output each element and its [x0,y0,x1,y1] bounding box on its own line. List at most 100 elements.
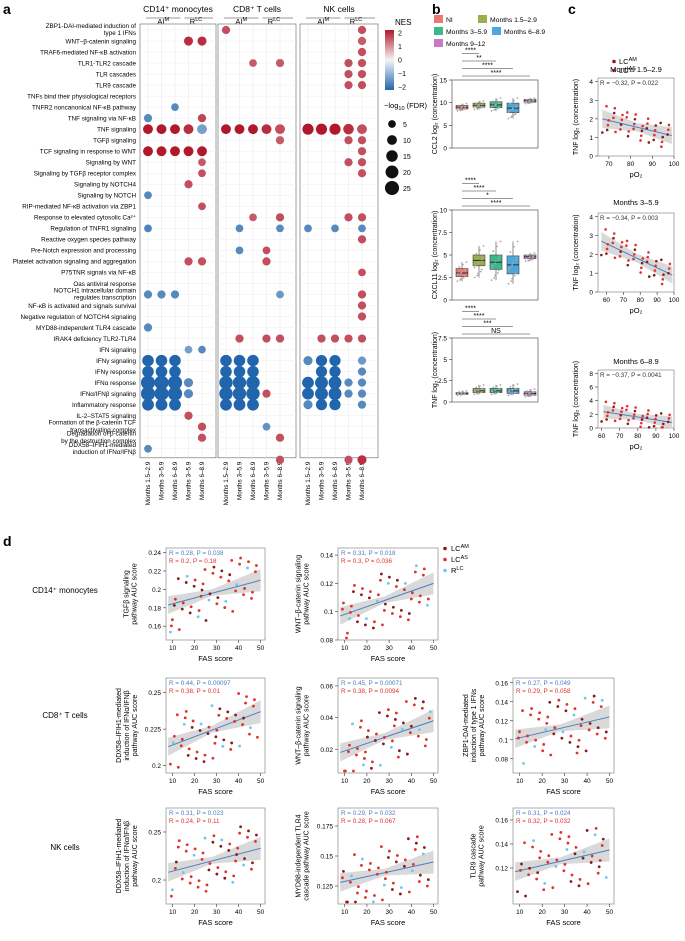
scatter-point [422,846,426,849]
dot-mark [144,444,152,453]
dot-mark [357,400,367,409]
pathway-label: IL-2–STAT5 signaling [76,413,136,420]
scatter-point [193,578,197,582]
fdr-legend-value: 5 [403,122,407,129]
scatter-point [399,886,403,889]
nes-legend-tick: −1 [398,71,406,78]
dot-mark [197,422,207,431]
scatter-point [373,894,376,897]
panel-label-c: c [568,1,576,17]
x-tick-label: 60 [598,433,606,440]
y-axis-label: TGFβ signalingpathway AUC score [124,563,139,625]
scatter-point [533,745,537,748]
scatter-point [215,602,219,606]
row-label: CD8⁺ T cells [42,711,87,720]
legend-label: LCAS [619,66,636,75]
sig-label: * [486,193,489,200]
box-jitter [511,264,513,267]
x-tick-label: 20 [191,909,199,916]
dot-mark [143,323,153,332]
subgroup-label-main: R [350,17,356,26]
scatter-point [251,590,254,594]
scatter-point [411,862,415,866]
dot-mark [302,387,314,400]
scatter-point [639,139,642,142]
dot-mark [329,354,341,367]
dot-mark [221,124,231,135]
scatter-point [357,614,360,617]
y-tick-label: 0.25 [148,690,161,697]
legend-label-sup: LC [456,566,463,572]
scatter-point [594,826,598,830]
x-tick-label: 50 [257,909,265,916]
scatter-point [660,282,664,286]
dot-mark [357,367,367,376]
scatter-point [584,749,588,753]
dot-mark [262,422,271,431]
subgroup-label-sup: M [325,17,330,23]
dot-mark [143,124,153,135]
box-jitter [514,388,517,390]
scatter-point [386,856,390,859]
scatter-point [192,584,196,588]
box-jitter [526,98,529,101]
scatter-point [596,726,600,730]
scatter-point [647,409,650,412]
scatter-point [188,881,192,885]
scatter-point [239,825,243,829]
scatter-point [346,631,349,635]
scatter-point [354,900,357,904]
y-axis-label-line: pathway AUC score [479,825,486,887]
scatter-point [378,578,382,582]
scatter-point [210,704,214,708]
box-jitter [533,388,536,391]
scatter-point [414,841,418,845]
box-jitter [494,274,496,277]
y-tick-label: 0.22 [148,569,161,576]
box-jitter [508,267,511,269]
scatter-point [576,745,580,749]
dot-mark [184,180,193,189]
dot-mark [156,146,167,157]
x-tick-label: 80 [637,297,645,304]
dot-mark [357,334,367,343]
box-jitter [510,116,513,119]
box-jitter [510,393,513,396]
scatter-point [667,271,670,275]
y-tick-label: 2.5 [438,275,447,282]
box-jitter [476,392,479,395]
scatter-point [225,716,229,720]
scatter-point [208,862,212,865]
scatter-point [404,700,408,703]
scatter-point [370,766,373,770]
dot-mark [156,124,167,135]
scatter-point [599,705,603,709]
scatter-point [655,259,658,263]
scatter-point [641,124,644,128]
scatter-point [627,418,630,422]
confidence-band [168,700,261,756]
y-tick-label: 0.2 [152,763,161,770]
x-tick-label: 50 [430,909,438,916]
scatter-point [556,705,560,708]
x-tick-label: 20 [539,909,547,916]
box-jitter [463,391,466,394]
scatter-point [660,140,664,144]
scatter-point [604,876,608,879]
scatter-point [564,709,568,713]
scatter-point [425,603,429,607]
box-jitter [460,271,462,274]
legend-label-sup: AS [461,555,469,561]
scatter-point [625,239,629,243]
dot-mark [248,124,258,135]
box-jitter [462,390,464,393]
y-axis-label: TNF log₂ (concentration) [573,361,580,437]
pathway-label: Reactive oxygen species pathway [41,237,137,244]
dot-mark [357,147,367,156]
dot-mark [357,235,367,244]
dot-mark [235,224,244,233]
scatter-title: Months 1.5–2.9 [610,65,662,74]
box-jitter [477,262,479,265]
dot-mark [303,356,313,366]
scatter-point [579,724,583,727]
